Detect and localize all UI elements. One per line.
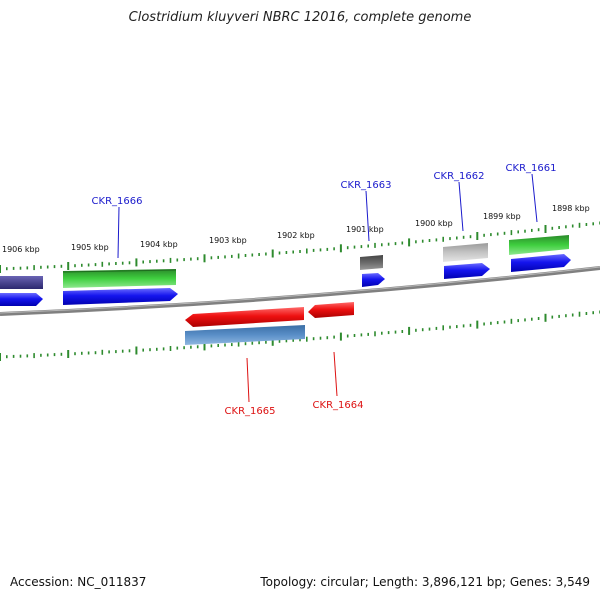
kbp-scale-labels: 1906 kbp 1905 kbp 1904 kbp 1903 kbp 1902… [2,204,590,254]
reverse-tick-row [0,310,600,361]
gene-ckr-1666-blue[interactable] [63,288,178,305]
gene-ckr-1666-green[interactable] [62,269,177,288]
gene-label-ckr-1662[interactable]: CKR_1662 [434,171,485,182]
gene-ckr-1664-red[interactable] [308,302,354,318]
kbp-label-1899: 1899 kbp [483,212,521,221]
gene-label-ckr-1663[interactable]: CKR_1663 [341,180,392,191]
kbp-label-1901: 1901 kbp [346,225,384,234]
gene-label-ckr-1665[interactable]: CKR_1665 [225,406,276,417]
kbp-label-1900: 1900 kbp [415,219,453,228]
genome-backbone [0,266,600,316]
topology-summary: Topology: circular; Length: 3,896,121 bp… [260,575,590,589]
kbp-label-1904: 1904 kbp [140,240,178,249]
gene-ckr-1662-gray[interactable] [443,243,488,262]
feature-purple-left[interactable] [0,276,43,289]
accession-text: Accession: NC_011837 [10,575,147,589]
genome-title: Clostridium kluyveri NBRC 12016, complet… [128,10,472,25]
gene-ckr-1661-blue[interactable] [511,254,571,272]
gene-ckr-1663-blue[interactable] [362,273,385,287]
kbp-label-1903: 1903 kbp [209,236,247,245]
kbp-label-1906: 1906 kbp [2,245,40,254]
gene-ckr-1662-blue[interactable] [444,263,490,279]
kbp-label-1905: 1905 kbp [71,243,109,252]
gene-ckr-1665-steel[interactable] [185,325,305,345]
gene-ckr-1665-red[interactable] [185,307,304,327]
forward-tick-row [0,221,600,273]
gene-label-ckr-1666[interactable]: CKR_1666 [92,196,143,207]
gene-label-ckr-1661[interactable]: CKR_1661 [506,163,557,174]
genome-backbone-highlight [0,266,600,314]
feature-blue-left[interactable] [0,293,43,306]
kbp-label-1902: 1902 kbp [277,231,315,240]
label-leaders [117,173,538,403]
gene-ckr-1663-gray[interactable] [360,255,383,270]
gene-label-ckr-1664[interactable]: CKR_1664 [313,400,364,411]
kbp-label-1898: 1898 kbp [552,204,590,213]
gene-ckr-1661-green[interactable] [509,235,569,255]
